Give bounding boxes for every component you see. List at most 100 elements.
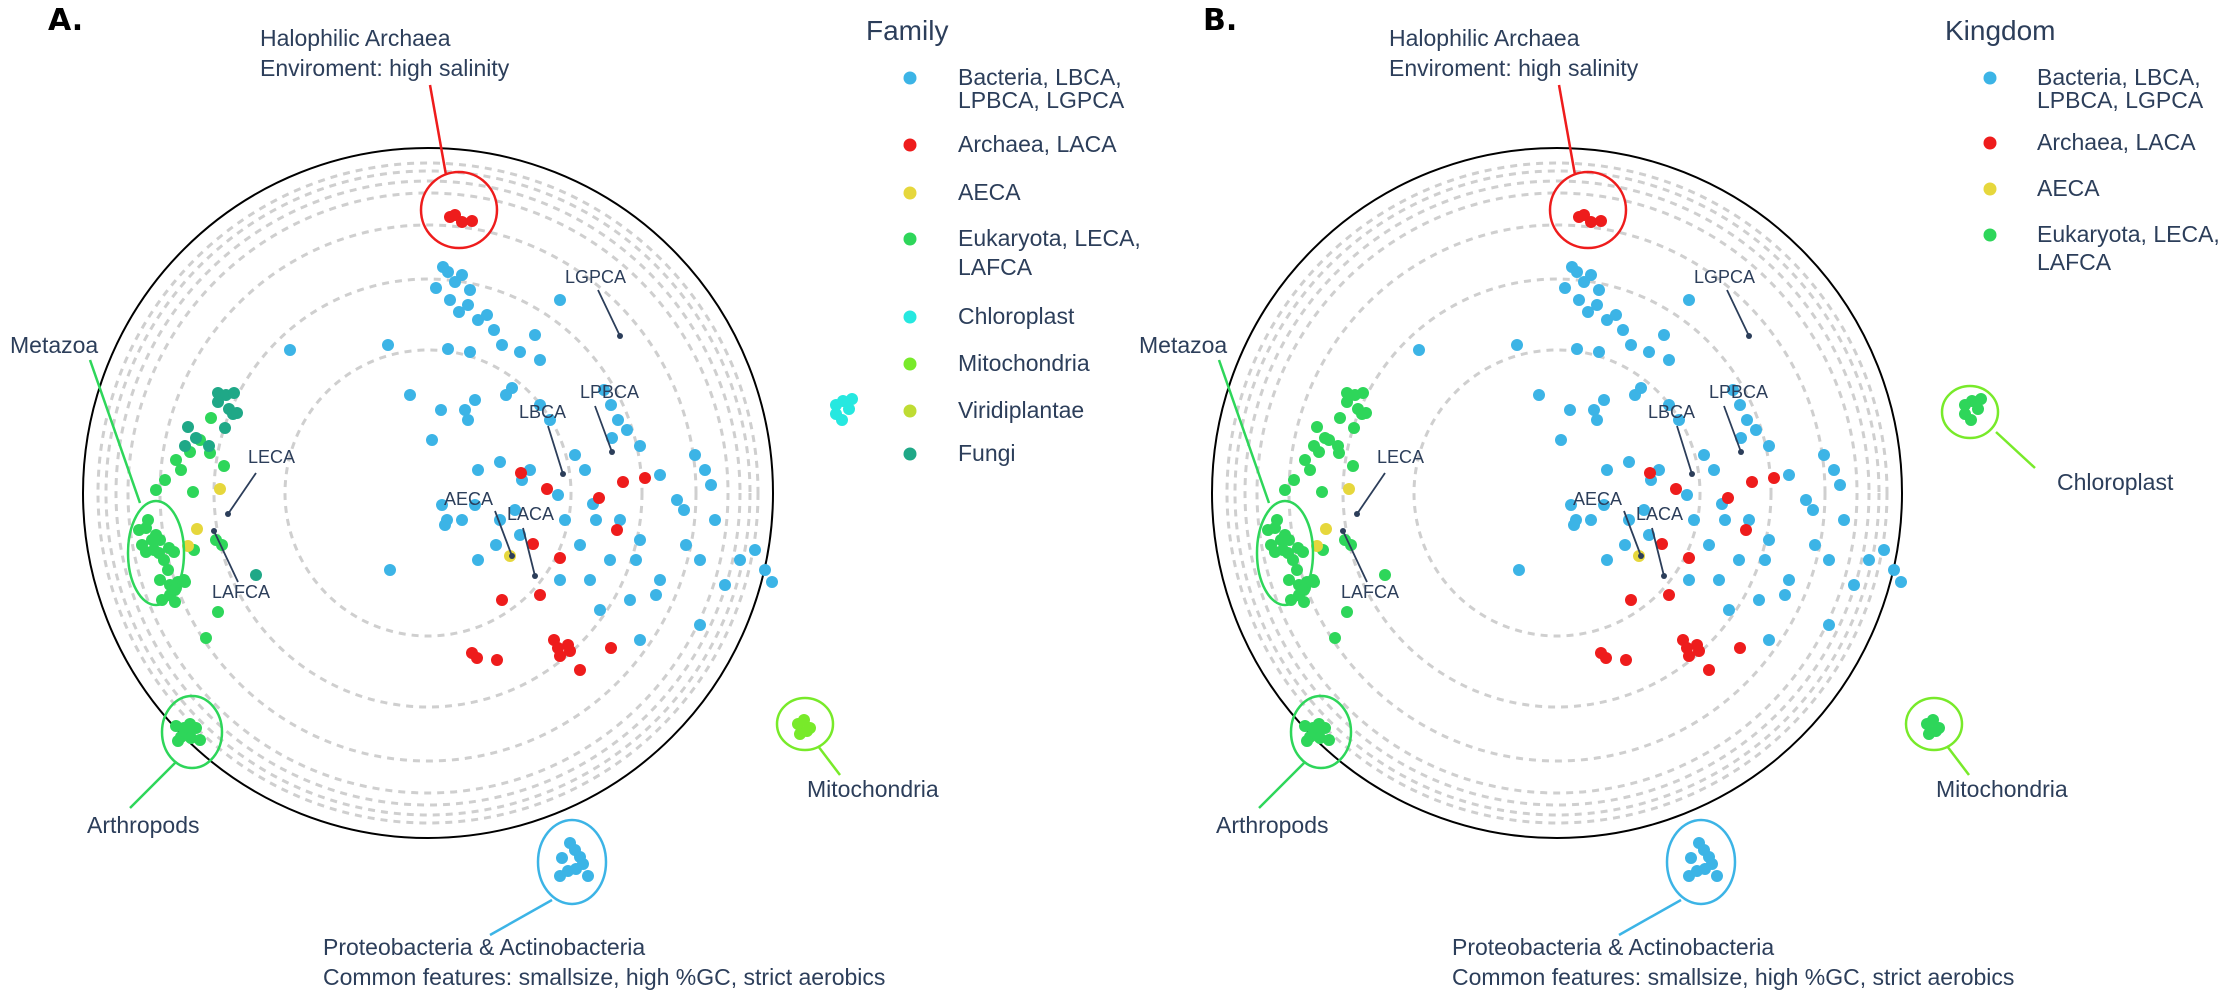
data-point bbox=[1783, 574, 1795, 586]
grid-circle bbox=[1225, 161, 1889, 825]
data-point bbox=[1298, 596, 1310, 608]
data-point bbox=[836, 414, 848, 426]
data-point bbox=[212, 396, 224, 408]
data-point bbox=[500, 389, 512, 401]
halophilic-leader bbox=[428, 84, 448, 176]
data-point bbox=[444, 294, 456, 306]
data-point bbox=[534, 399, 546, 411]
data-point bbox=[1888, 564, 1900, 576]
data-point bbox=[579, 464, 591, 476]
data-point bbox=[1357, 387, 1369, 399]
data-point bbox=[1743, 514, 1755, 526]
data-point bbox=[214, 483, 226, 495]
legend-label: AECA bbox=[2037, 175, 2100, 201]
data-point bbox=[630, 554, 642, 566]
data-point bbox=[598, 384, 610, 396]
grid-circle bbox=[1243, 179, 1871, 807]
data-point bbox=[1308, 440, 1320, 452]
mitochondria-label: Mitochondria bbox=[1936, 776, 2068, 802]
data-point bbox=[624, 594, 636, 606]
data-point bbox=[594, 604, 606, 616]
data-point bbox=[1555, 434, 1567, 446]
ancestor-label: LBCA bbox=[1648, 402, 1695, 422]
data-point bbox=[694, 554, 706, 566]
data-point bbox=[1620, 654, 1632, 666]
data-point bbox=[1670, 483, 1682, 495]
data-point bbox=[1895, 576, 1907, 588]
proteo-sublabel: Common features: smallsize, high %GC, st… bbox=[323, 964, 885, 990]
ancestor-arrow bbox=[594, 405, 613, 453]
data-point bbox=[514, 529, 526, 541]
data-point bbox=[284, 344, 296, 356]
data-point bbox=[494, 456, 506, 468]
grid-circle bbox=[1233, 169, 1881, 817]
data-point bbox=[1683, 294, 1695, 306]
data-point bbox=[1719, 514, 1731, 526]
data-point bbox=[218, 460, 230, 472]
data-point bbox=[1823, 619, 1835, 631]
data-point bbox=[1304, 464, 1316, 476]
legend-swatch bbox=[903, 310, 917, 324]
legend-swatch bbox=[903, 232, 917, 246]
data-point bbox=[1564, 404, 1576, 416]
ancestor-label: LACA bbox=[1636, 504, 1683, 524]
data-point bbox=[1673, 414, 1685, 426]
data-point bbox=[1681, 489, 1693, 501]
data-point bbox=[1698, 449, 1710, 461]
data-point bbox=[574, 539, 586, 551]
data-point bbox=[469, 394, 481, 406]
data-point bbox=[1585, 269, 1597, 281]
data-point bbox=[1800, 494, 1812, 506]
data-point bbox=[1347, 460, 1359, 472]
data-point bbox=[1625, 339, 1637, 351]
arthropods-leader bbox=[1258, 761, 1306, 809]
ancestor-arrowhead bbox=[225, 511, 231, 517]
data-point bbox=[766, 576, 778, 588]
legend-label: Archaea, LACA bbox=[2037, 129, 2196, 155]
data-point bbox=[544, 414, 556, 426]
data-point bbox=[159, 474, 171, 486]
data-point bbox=[554, 294, 566, 306]
data-point bbox=[1629, 389, 1641, 401]
halophilic-sublabel: Enviroment: high salinity bbox=[1389, 55, 1639, 81]
data-point bbox=[1288, 474, 1300, 486]
ancestor-arrowhead bbox=[1746, 333, 1752, 339]
data-point bbox=[464, 284, 476, 296]
grid-circle bbox=[1287, 223, 1827, 763]
chloroplast-leader bbox=[1995, 431, 2036, 469]
ancestor-label: LAFCA bbox=[1341, 582, 1399, 602]
data-point bbox=[1585, 514, 1597, 526]
grid-circle bbox=[104, 169, 752, 817]
data-point bbox=[719, 579, 731, 591]
ancestor-label: AECA bbox=[1573, 489, 1622, 509]
data-point bbox=[1588, 404, 1600, 416]
halophilic-label: Halophilic Archaea bbox=[1389, 25, 1580, 51]
data-point bbox=[671, 494, 683, 506]
data-point bbox=[456, 216, 468, 228]
data-point bbox=[1559, 282, 1571, 294]
data-point bbox=[136, 539, 148, 551]
data-point bbox=[471, 652, 483, 664]
ancestor-arrowhead bbox=[509, 553, 515, 559]
legend-label: AECA bbox=[958, 179, 1021, 205]
data-point bbox=[1625, 594, 1637, 606]
data-point bbox=[1348, 422, 1360, 434]
data-point bbox=[1565, 499, 1577, 511]
data-point bbox=[1610, 309, 1622, 321]
data-point bbox=[187, 486, 199, 498]
ancestor-arrowhead bbox=[1354, 511, 1360, 517]
data-point bbox=[1965, 414, 1977, 426]
data-point bbox=[1593, 284, 1605, 296]
data-point bbox=[634, 440, 646, 452]
ancestor-arrow bbox=[213, 530, 239, 583]
ancestor-arrow bbox=[227, 472, 257, 515]
data-point bbox=[1658, 329, 1670, 341]
data-point bbox=[1663, 589, 1675, 601]
data-point bbox=[1379, 569, 1391, 581]
data-point bbox=[231, 407, 243, 419]
mitochondria-ring bbox=[1904, 696, 1964, 752]
data-point bbox=[1598, 499, 1610, 511]
legend-swatch bbox=[903, 71, 917, 85]
data-point bbox=[639, 472, 651, 484]
data-point bbox=[534, 589, 546, 601]
